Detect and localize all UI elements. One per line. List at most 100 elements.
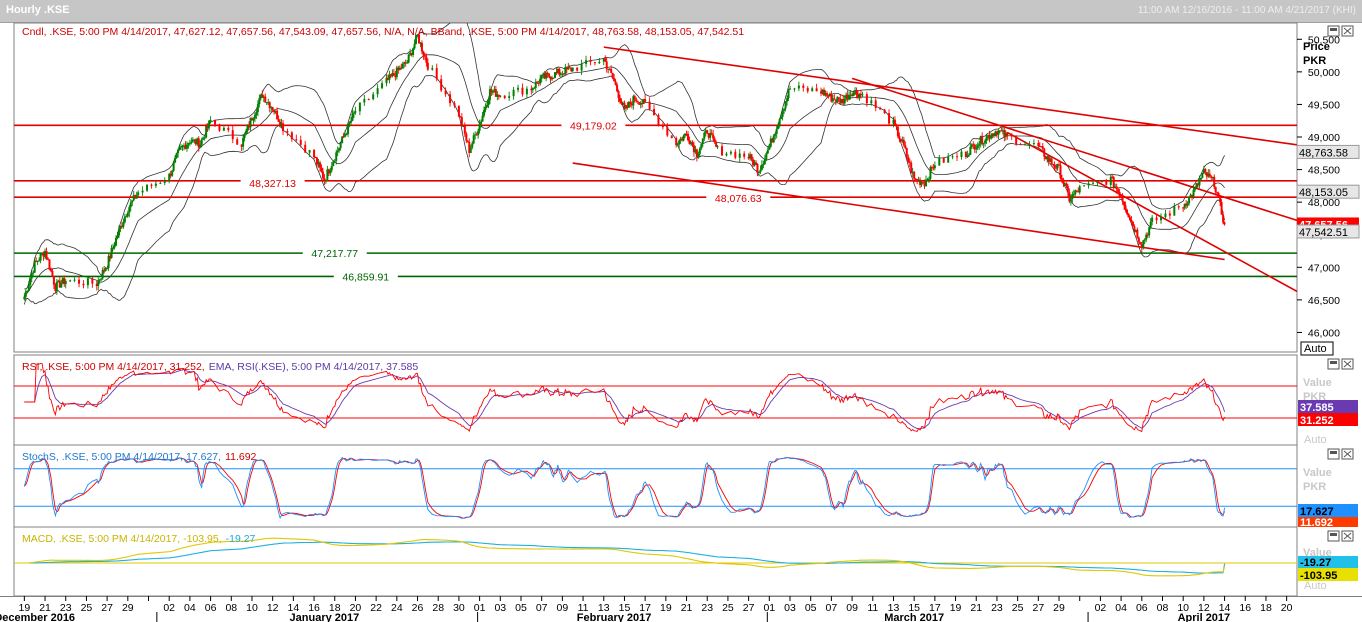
candle-body (63, 278, 66, 285)
candle-body (827, 95, 830, 97)
candle-body (1217, 193, 1220, 197)
candle-body (1133, 226, 1136, 232)
date-tick-label: 16 (308, 602, 320, 614)
chart-canvas[interactable]: 49,179.02 48,327.13 48,076.63 47,217.77 46,8… (0, 22, 1362, 622)
rsi-auto-button[interactable]: Auto (1304, 434, 1327, 446)
candle-body (534, 81, 537, 88)
candle-body (695, 149, 698, 157)
candle-body (46, 258, 49, 260)
candle-body (1196, 183, 1199, 186)
date-tick-label: 05 (805, 602, 817, 614)
candle-body (976, 145, 979, 148)
candle-body (766, 149, 769, 154)
candle-body (923, 183, 926, 187)
macd-panel[interactable] (13, 526, 1298, 597)
candle-body (922, 182, 925, 184)
price-close-icon[interactable] (1341, 25, 1354, 37)
rsi-panel[interactable] (13, 354, 1298, 446)
candle-body (930, 167, 933, 169)
stoch-panel[interactable] (13, 444, 1298, 528)
candle-body (636, 101, 639, 103)
candle-body (477, 130, 480, 136)
candle-body (861, 94, 864, 96)
rsi-restore-icon[interactable] (1327, 358, 1340, 370)
candle-body (988, 135, 991, 139)
candle-body (205, 126, 208, 138)
candle-body (833, 98, 836, 100)
date-tick-label: 01 (474, 602, 486, 614)
stoch-k-badge (1298, 504, 1358, 517)
candle-body (484, 106, 487, 110)
candle-body (689, 142, 692, 144)
candle-body (666, 127, 669, 136)
candle-body (998, 130, 1001, 132)
candle-body (613, 78, 616, 82)
candle-body (95, 283, 98, 287)
candle-body (938, 157, 941, 166)
candle-body (316, 157, 319, 165)
candle-body (831, 98, 834, 102)
candle-body (917, 179, 920, 182)
price-restore-icon[interactable] (1327, 25, 1340, 37)
candle-body (1137, 237, 1140, 242)
candle-body (548, 73, 551, 77)
candle-body (336, 150, 339, 153)
candle-body (848, 95, 851, 100)
candle-body (757, 171, 760, 173)
candle-body (585, 60, 588, 64)
price-panel[interactable] (13, 22, 1298, 353)
candle-body (323, 178, 326, 181)
candle-body (114, 237, 117, 246)
candle-body (893, 119, 896, 125)
candle-body (1148, 227, 1151, 236)
candle-body (345, 133, 348, 135)
rsi-legend-ema: EMA, RSI(.KSE), 5:00 PM 4/14/2017, 37.58… (209, 361, 419, 373)
price-auto-button[interactable]: Auto (1300, 341, 1334, 356)
candle-body (413, 43, 416, 49)
candle-body (483, 109, 486, 116)
candle-body (623, 102, 626, 109)
candle-body (1204, 169, 1207, 173)
candle-body (907, 156, 910, 162)
candle-body (39, 254, 42, 261)
price-tick-label: 48,500 (1308, 165, 1340, 177)
candle-body (641, 102, 644, 104)
rsi-close-icon[interactable] (1341, 358, 1354, 370)
candle-body (854, 90, 857, 93)
date-tick-label: 20 (1281, 602, 1293, 614)
macd-close-icon[interactable] (1341, 530, 1354, 542)
candle-body (184, 145, 187, 149)
macd-restore-icon[interactable] (1327, 530, 1340, 542)
candle-body (571, 67, 574, 72)
date-tick-label: 13 (598, 602, 610, 614)
candle-body (117, 228, 120, 236)
candle-body (1140, 244, 1143, 249)
stoch-restore-icon[interactable] (1327, 448, 1340, 460)
candle-body (1192, 189, 1195, 198)
stoch-close-icon[interactable] (1341, 448, 1354, 460)
candle-body (1121, 196, 1124, 202)
candle-body (197, 138, 200, 148)
candle-body (602, 58, 605, 62)
candle-body (994, 131, 997, 137)
candle-body (472, 135, 475, 144)
candle-body (480, 121, 483, 125)
candle-body (1038, 146, 1041, 148)
candle-body (409, 52, 412, 55)
candle-body (661, 125, 664, 128)
candle-body (1189, 194, 1192, 197)
candle-body (942, 157, 945, 163)
candle-body (188, 142, 191, 144)
candle-body (1124, 205, 1127, 210)
candle-body (392, 73, 395, 76)
candle-body (333, 160, 336, 162)
candle-body (199, 144, 202, 148)
candle-body (1118, 192, 1121, 197)
candle-body (1139, 241, 1142, 245)
macd-auto-button[interactable]: Auto (1304, 580, 1327, 592)
candle-body (57, 280, 60, 282)
rsi-badge (1298, 413, 1358, 426)
level-label: 48,076.63 (715, 193, 762, 205)
candle-body (1065, 183, 1068, 187)
candle-body (416, 34, 419, 36)
